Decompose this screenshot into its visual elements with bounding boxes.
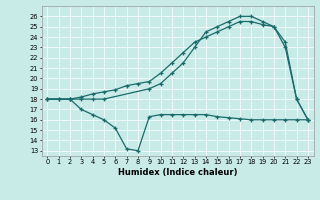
X-axis label: Humidex (Indice chaleur): Humidex (Indice chaleur) <box>118 168 237 177</box>
